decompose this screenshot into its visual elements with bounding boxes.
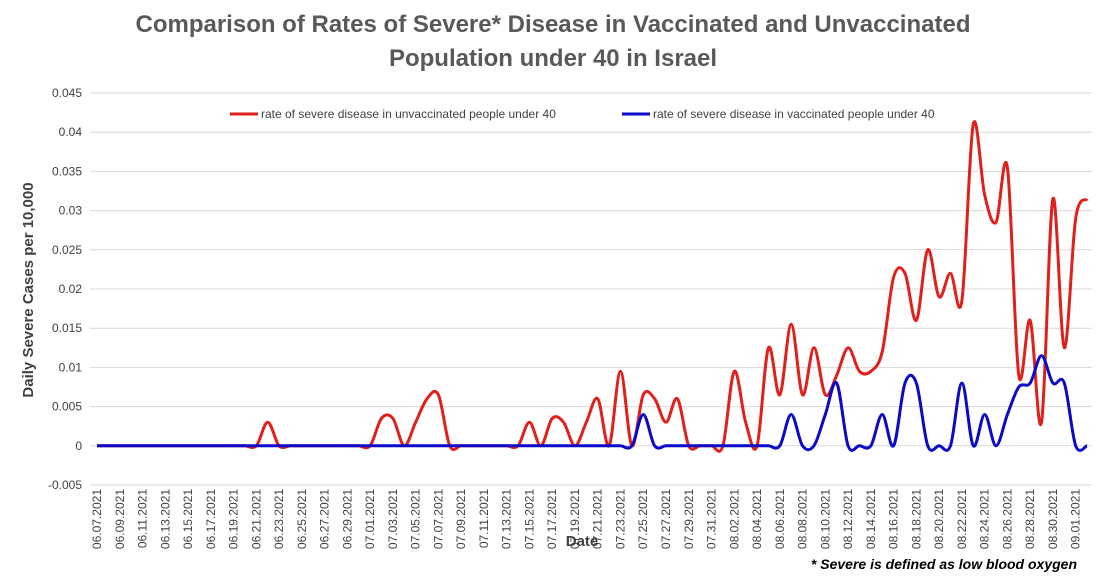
x-tick-label: 08.24.2021 bbox=[978, 489, 992, 549]
series-line bbox=[97, 120, 1089, 453]
footnote: * Severe is defined as low blood oxygen bbox=[811, 556, 1077, 572]
x-tick-label: 07.01.2021 bbox=[363, 489, 377, 549]
y-tick-label: 0.005 bbox=[52, 400, 82, 414]
series-line bbox=[97, 354, 1088, 452]
x-tick-label: 07.21.2021 bbox=[591, 489, 605, 549]
x-tick-label: 06.11.2021 bbox=[136, 489, 150, 548]
y-tick-label: 0.045 bbox=[52, 86, 82, 100]
x-tick-label: 09.01.2021 bbox=[1069, 489, 1083, 549]
x-tick-label: 08.08.2021 bbox=[796, 489, 810, 549]
x-tick-label: 06.21.2021 bbox=[249, 489, 263, 549]
y-tick-label: 0.02 bbox=[59, 282, 83, 296]
x-tick-label: 06.07.2021 bbox=[90, 489, 104, 549]
y-tick-label: 0.04 bbox=[59, 125, 83, 139]
y-tick-label: 0 bbox=[75, 439, 82, 453]
x-tick-label: 06.23.2021 bbox=[272, 489, 286, 549]
x-tick-label: 07.09.2021 bbox=[454, 489, 468, 549]
x-tick-label: 08.26.2021 bbox=[1000, 489, 1014, 549]
x-tick-label: 08.02.2021 bbox=[727, 489, 741, 549]
x-tick-label: 07.13.2021 bbox=[500, 489, 514, 549]
x-tick-label: 07.05.2021 bbox=[409, 489, 423, 549]
x-tick-label: 08.28.2021 bbox=[1023, 489, 1037, 549]
x-tick-label: 08.14.2021 bbox=[864, 489, 878, 549]
x-tick-label: 07.29.2021 bbox=[682, 489, 696, 549]
chart-title: Comparison of Rates of Severe* Disease i… bbox=[136, 11, 971, 38]
chart-subtitle: Population under 40 in Israel bbox=[389, 45, 717, 72]
x-tick-label: 06.27.2021 bbox=[318, 489, 332, 549]
x-tick-label: 08.16.2021 bbox=[887, 489, 901, 549]
y-tick-label: 0.035 bbox=[52, 164, 82, 178]
y-tick-label: 0.015 bbox=[52, 321, 82, 335]
x-tick-label: 08.04.2021 bbox=[750, 489, 764, 549]
x-tick-label: 07.03.2021 bbox=[386, 489, 400, 549]
x-tick-label: 06.17.2021 bbox=[204, 489, 218, 549]
x-tick-label: 07.25.2021 bbox=[636, 489, 650, 549]
x-tick-label: 08.18.2021 bbox=[909, 489, 923, 549]
x-tick-label: 07.07.2021 bbox=[431, 489, 445, 549]
x-tick-label: 08.10.2021 bbox=[818, 489, 832, 549]
x-tick-label: 08.20.2021 bbox=[932, 489, 946, 549]
y-tick-label: 0.01 bbox=[59, 360, 83, 374]
x-tick-label: 07.31.2021 bbox=[705, 489, 719, 549]
x-tick-label: 07.11.2021 bbox=[477, 489, 491, 548]
x-tick-label: 06.13.2021 bbox=[158, 489, 172, 549]
x-tick-label: 08.22.2021 bbox=[955, 489, 969, 549]
y-tick-label: 0.03 bbox=[59, 204, 83, 218]
x-tick-label: 07.17.2021 bbox=[545, 489, 559, 549]
x-tick-label: 06.19.2021 bbox=[227, 489, 241, 549]
x-tick-label: 06.25.2021 bbox=[295, 489, 309, 549]
x-tick-label: 08.06.2021 bbox=[773, 489, 787, 549]
x-tick-label: 07.23.2021 bbox=[613, 489, 627, 549]
x-tick-label: 08.12.2021 bbox=[841, 489, 855, 549]
y-tick-label: 0.025 bbox=[52, 243, 82, 257]
legend-label: rate of severe disease in vaccinated peo… bbox=[653, 107, 935, 121]
x-tick-label: 07.27.2021 bbox=[659, 489, 673, 549]
legend-label: rate of severe disease in unvaccinated p… bbox=[261, 107, 556, 121]
y-axis-label: Daily Severe Cases per 10,000 bbox=[20, 182, 37, 397]
x-tick-label: 06.29.2021 bbox=[340, 489, 354, 549]
x-tick-label: 06.09.2021 bbox=[113, 489, 127, 549]
x-tick-label: 06.15.2021 bbox=[181, 489, 195, 549]
x-tick-label: 07.19.2021 bbox=[568, 489, 582, 549]
x-tick-label: 08.30.2021 bbox=[1046, 489, 1060, 549]
x-tick-label: 07.15.2021 bbox=[522, 489, 536, 549]
x-axis-label: Date bbox=[566, 533, 599, 550]
y-tick-label: -0.005 bbox=[48, 478, 82, 492]
